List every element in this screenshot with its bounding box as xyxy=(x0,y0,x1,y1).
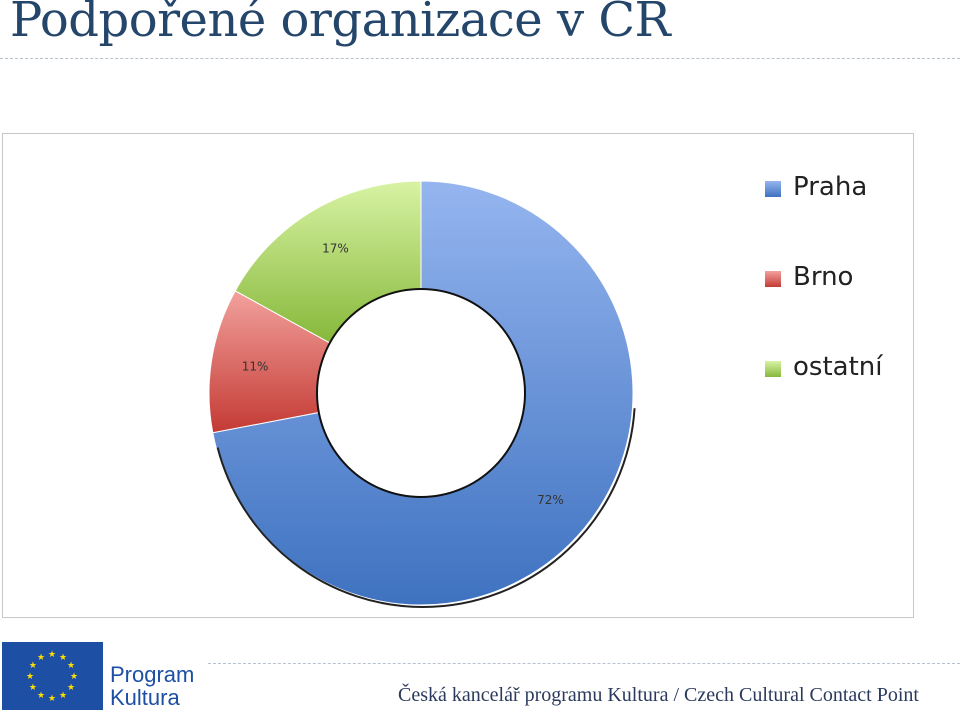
legend-swatch xyxy=(765,271,781,287)
legend-swatch xyxy=(765,361,781,377)
star-icon: ★ xyxy=(37,653,45,663)
star-icon: ★ xyxy=(59,691,67,701)
star-icon: ★ xyxy=(37,691,45,701)
doughnut-hole xyxy=(316,288,526,498)
star-icon: ★ xyxy=(29,661,37,671)
data-label: 17% xyxy=(322,241,349,255)
doughnut-outer-edge xyxy=(210,182,636,608)
program-kultura-logo: Program Kultura xyxy=(110,663,194,709)
eu-flag-logo: ★ ★ ★ ★ ★ ★ ★ ★ ★ ★ ★ ★ xyxy=(2,642,103,710)
star-icon: ★ xyxy=(67,661,75,671)
program-logo-line2: Kultura xyxy=(110,685,180,710)
data-label: 72% xyxy=(537,493,564,507)
footer-text: Česká kancelář programu Kultura / Czech … xyxy=(398,684,919,706)
page-title: Podpořené organizace v ČR xyxy=(10,0,671,48)
footer-divider xyxy=(208,663,960,664)
star-icon: ★ xyxy=(48,650,56,660)
chart-frame: 72% 11% 17% Praha Brno ostatní xyxy=(2,133,914,618)
title-divider xyxy=(0,58,960,59)
eu-stars-icon: ★ ★★★★★★★★★★★ xyxy=(26,650,78,704)
star-icon: ★ xyxy=(29,683,37,693)
program-logo-line1: Program xyxy=(110,662,195,687)
legend-swatch xyxy=(765,181,781,197)
data-label: 11% xyxy=(242,360,269,374)
star-icon: ★ xyxy=(67,683,75,693)
legend-label: Brno xyxy=(793,262,854,292)
star-icon: ★ xyxy=(59,653,67,663)
star-icon: ★ xyxy=(48,694,56,704)
star-icon: ★ xyxy=(70,672,78,682)
star-icon: ★ xyxy=(26,672,34,682)
doughnut-chart: 72% 11% 17% xyxy=(208,180,636,608)
legend-label: Praha xyxy=(793,172,868,202)
legend-label: ostatní xyxy=(793,352,883,382)
